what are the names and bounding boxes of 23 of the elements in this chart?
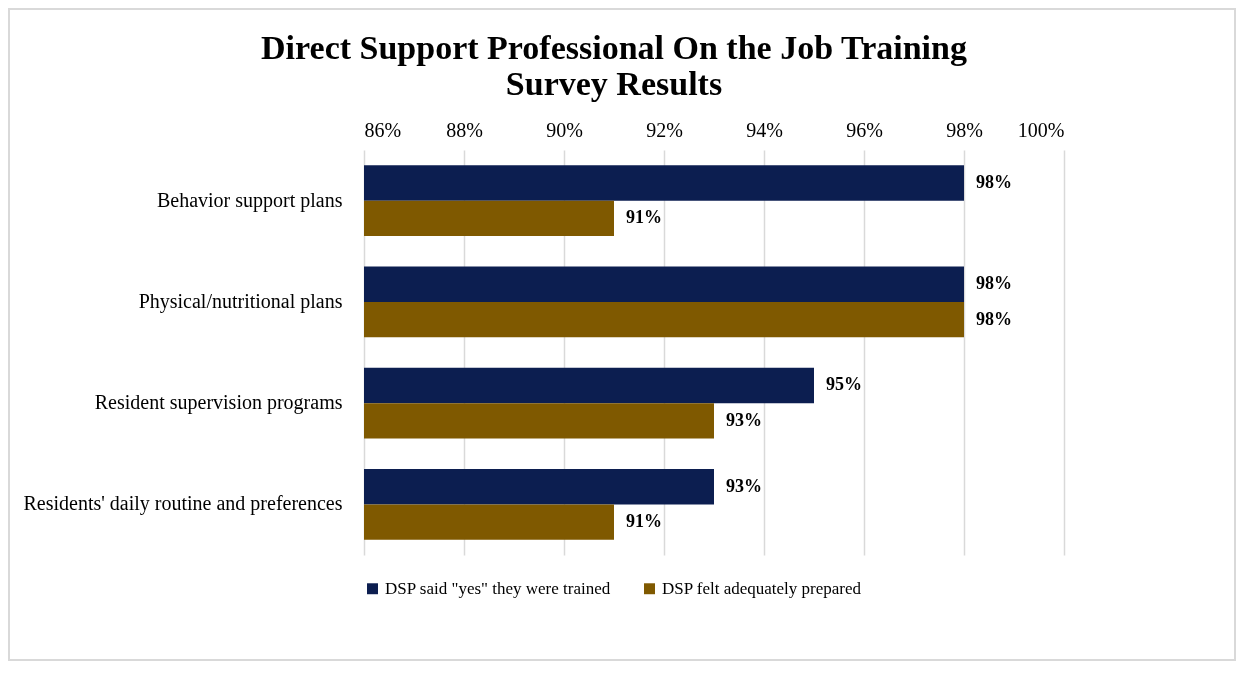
data-label: 98%	[976, 273, 1012, 294]
data-label: 95%	[826, 374, 862, 395]
data-label: 91%	[626, 511, 662, 532]
chart-title: Direct Support Professional On the Job Training Survey Results	[261, 29, 967, 102]
x-tick-label: 92%	[646, 118, 683, 141]
y-tick-label: Resident supervision programs	[94, 391, 343, 415]
x-tick-label: 100%	[1017, 118, 1065, 141]
y-tick-label: Behavior support plans	[156, 188, 343, 212]
x-tick-label: 96%	[846, 118, 883, 141]
x-tick-label: 94%	[746, 118, 783, 141]
data-label: 93%	[726, 409, 762, 430]
data-label: 98%	[976, 171, 1012, 192]
data-label: 98%	[976, 308, 1012, 329]
legend-label: DSP said "yes" they were trained	[385, 578, 611, 598]
legend-label: DSP felt adequately prepared	[662, 578, 862, 598]
y-tick-label: Physical/nutritional plans	[138, 289, 343, 313]
x-tick-label: 86%	[364, 118, 402, 141]
x-tick-label: 98%	[946, 118, 983, 141]
y-tick-label: Residents' daily routine and preferences	[23, 492, 343, 516]
data-label: 91%	[626, 207, 662, 228]
x-tick-label: 88%	[446, 118, 483, 141]
data-label: 93%	[726, 475, 762, 496]
x-tick-label: 90%	[546, 118, 583, 141]
